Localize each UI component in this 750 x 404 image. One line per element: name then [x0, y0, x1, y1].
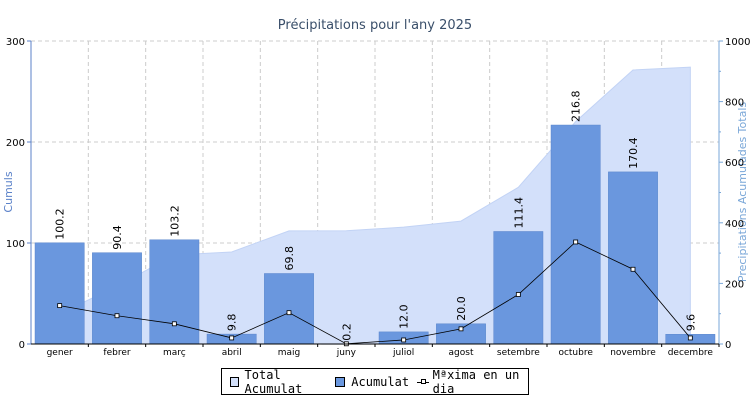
y-tick-label: 200	[6, 138, 25, 149]
bar-gener	[34, 242, 85, 345]
bar-value-label: 12.0	[398, 304, 411, 329]
legend-item-acumulat: Acumulat	[335, 375, 409, 389]
point-maxima	[515, 292, 521, 297]
y-tick-label: 0	[19, 340, 25, 351]
bar-maig	[264, 273, 314, 345]
legend-label-total-acumulat: Total Acumulat	[244, 367, 303, 396]
legend-label-acumulat: Acumulat	[351, 374, 410, 389]
bar-març	[149, 239, 200, 345]
bar-novembre	[608, 171, 658, 345]
legend-marker-line	[417, 377, 429, 387]
x-tick-label: gener	[47, 348, 73, 358]
x-tick-label: març	[163, 348, 186, 358]
x-tick-label: octubre	[558, 348, 593, 358]
legend-item-total-acumulat: Total Acumulat	[230, 368, 327, 396]
x-tick-label: setembre	[497, 348, 540, 358]
y2-tick-label: 200	[725, 279, 744, 290]
bar-febrer	[92, 252, 142, 345]
point-maxima	[401, 337, 407, 343]
y-axis-label: Cumuls	[2, 171, 15, 212]
y2-tick-label: 600	[725, 158, 744, 169]
chart-title: Précipitations pour l'any 2025	[278, 18, 472, 33]
x-tick-label: decembre	[668, 348, 714, 358]
bar-value-label: 0.2	[340, 323, 353, 341]
series-maxima-line	[59, 241, 691, 345]
point-maxima	[286, 310, 292, 316]
y-tick-label: 300	[6, 37, 25, 48]
bar-value-label: 216.8	[570, 91, 583, 123]
point-maxima	[229, 335, 235, 341]
bar-value-label: 9.8	[226, 314, 239, 332]
y2-tick-label: 400	[725, 219, 744, 230]
point-maxima	[171, 321, 177, 327]
x-tick-label: agost	[449, 348, 474, 358]
y2-tick-label: 1000	[725, 37, 750, 48]
bar-value-label: 100.2	[54, 208, 67, 240]
bar-value-label: 9.6	[684, 314, 697, 332]
point-maxima	[573, 239, 579, 245]
legend-swatch-area	[230, 376, 239, 387]
legend-item-maxima: Mªxima en un dia	[417, 368, 528, 396]
legend: Total Acumulat Acumulat Mªxima en un dia	[221, 368, 529, 396]
bar-value-label: 90.4	[111, 225, 124, 250]
x-tick-label: febrer	[103, 348, 130, 358]
y2-tick-label: 800	[725, 98, 744, 109]
y-tick-label: 100	[6, 239, 25, 250]
point-maxima	[687, 335, 693, 341]
legend-swatch-bar	[335, 376, 346, 387]
point-maxima	[114, 313, 120, 319]
x-tick-label: juliol	[392, 348, 414, 358]
x-tick-label: maig	[278, 348, 301, 358]
bar-setembre	[493, 231, 544, 345]
bar-value-label: 103.2	[168, 205, 181, 237]
point-maxima	[458, 326, 464, 332]
point-maxima	[630, 266, 636, 272]
x-tick-label: juny	[336, 348, 357, 358]
y2-tick-label: 0	[725, 340, 731, 351]
bar-value-label: 20.0	[455, 296, 468, 321]
y2-axis-label: Precipitations Acumulades Totals	[736, 102, 749, 282]
legend-label-maxima: Mªxima en un dia	[432, 367, 520, 396]
bar-value-label: 170.4	[627, 137, 640, 169]
bar-value-label: 69.8	[283, 246, 296, 271]
bar-value-label: 111.4	[512, 197, 525, 229]
bar-octubre	[550, 124, 601, 345]
point-maxima	[57, 303, 63, 309]
x-tick-label: novembre	[610, 348, 656, 358]
x-tick-label: abril	[222, 348, 242, 358]
